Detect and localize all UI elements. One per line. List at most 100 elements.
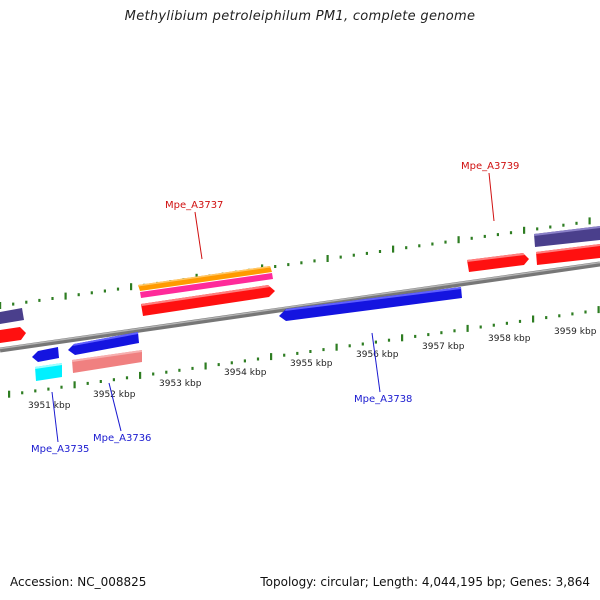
scale-tick	[191, 366, 194, 370]
scale-tick	[545, 316, 548, 320]
scale-tick	[496, 233, 499, 237]
gene-feature-blue-Mpe_A3738[interactable]	[279, 287, 462, 321]
scale-tick	[431, 242, 434, 246]
scale-tick	[374, 340, 377, 344]
scale-tick	[296, 351, 299, 355]
gene-label-Mpe_A3739[interactable]: Mpe_A3739	[461, 161, 519, 172]
scale-tick	[34, 389, 37, 393]
scale-tick	[165, 370, 168, 374]
scale-tick	[479, 325, 482, 329]
scale-tick	[558, 314, 561, 318]
scale-tick	[112, 378, 115, 382]
gene-feature-blue-Mpe_A3735[interactable]	[32, 347, 59, 362]
tick-label: 3952 kbp	[93, 390, 136, 400]
forward-features	[0, 226, 600, 343]
scale-tick	[483, 234, 486, 238]
scale-tick	[90, 291, 93, 295]
scale-tick	[401, 334, 404, 342]
gene-feature-red-right-top[interactable]	[536, 244, 600, 254]
gene-feature-red-left[interactable]	[0, 327, 26, 343]
scale-tick	[77, 293, 80, 297]
scale-tick	[51, 297, 54, 300]
scale-tick	[38, 298, 41, 302]
scale-tick	[139, 371, 142, 379]
scale-tick	[287, 263, 290, 267]
leader-line	[108, 382, 122, 432]
gene-feature-orange[interactable]	[138, 266, 272, 291]
scale-tick	[387, 338, 391, 342]
gene-feature-red-Mpe_A3737-top[interactable]	[141, 285, 270, 306]
leader-line	[51, 391, 59, 443]
scale-tick	[103, 289, 106, 293]
scale-tick	[99, 380, 102, 383]
leader-line	[371, 332, 381, 393]
scale-tick	[21, 391, 24, 395]
gene-feature-navy-left[interactable]	[0, 308, 24, 324]
gene-feature-red-right[interactable]	[536, 244, 600, 265]
tick-label: 3954 kbp	[224, 368, 267, 378]
reverse-features	[32, 287, 462, 381]
scale-tick	[274, 265, 277, 268]
gene-feature-navy-right[interactable]	[534, 226, 600, 247]
scale-tick	[361, 342, 364, 346]
gene-labels: Mpe_A3737 Mpe_A3739 Mpe_A3738 Mpe_A3736 …	[31, 161, 519, 455]
scale-tick	[335, 343, 338, 351]
gene-feature-orange-top[interactable]	[138, 266, 270, 287]
gene-leaders	[51, 172, 495, 443]
scale-tick	[60, 385, 63, 389]
gene-feature-red-Mpe_A3737[interactable]	[141, 285, 275, 316]
gene-feature-magenta[interactable]	[140, 273, 273, 298]
scale-tick	[378, 250, 382, 253]
scale-tick	[549, 225, 552, 229]
leader-line	[488, 172, 495, 222]
scale-tick	[300, 261, 303, 265]
scale-tick	[8, 390, 11, 398]
accession-text: Accession: NC_008825	[10, 575, 147, 589]
scale-tick	[217, 363, 220, 367]
scale-tick	[509, 231, 513, 235]
gene-label-Mpe_A3738[interactable]: Mpe_A3738	[354, 394, 412, 405]
scale-tick	[365, 251, 368, 255]
gene-feature-red-Mpe_A3739-top[interactable]	[467, 253, 525, 262]
gene-feature-red-Mpe_A3739[interactable]	[467, 253, 529, 272]
scale-tick	[326, 255, 329, 262]
scale-tick	[470, 236, 473, 240]
scale-tick	[348, 344, 351, 348]
scale-tick	[178, 368, 181, 372]
gene-feature-blue-Mpe_A3736[interactable]	[68, 332, 139, 355]
tick-labels: 3951 kbp 3952 kbp 3953 kbp 3954 kbp 3955…	[28, 327, 597, 411]
scale-tick	[392, 245, 395, 253]
gene-label-Mpe_A3735[interactable]: Mpe_A3735	[31, 444, 89, 455]
scale-tick	[152, 372, 155, 376]
scale-tick	[575, 221, 578, 225]
scale-tick	[405, 246, 408, 250]
gene-feature-blue-Mpe_A3738-top[interactable]	[285, 287, 461, 311]
scale-tick	[466, 324, 469, 332]
scale-tick	[313, 259, 316, 263]
gene-feature-salmon-top[interactable]	[72, 350, 142, 362]
gene-feature-cyan-top[interactable]	[35, 363, 62, 369]
scale-tick	[444, 240, 447, 244]
genome-backbone-highlight	[0, 261, 600, 350]
scale-tick	[536, 227, 539, 231]
tick-label: 3953 kbp	[159, 379, 202, 389]
scale-tick	[73, 381, 76, 389]
genome-backbone	[0, 261, 600, 353]
gene-feature-navy-right-top[interactable]	[534, 226, 600, 236]
scale-tick	[339, 255, 342, 259]
map-title: Methylibium petroleiphilum PM1, complete…	[124, 9, 476, 24]
scale-tick	[518, 319, 522, 323]
scale-tick	[352, 253, 355, 257]
scale-tick	[86, 381, 89, 385]
scale-tick	[492, 323, 495, 327]
scale-tick	[532, 315, 535, 323]
leader-line	[194, 211, 203, 260]
gene-label-Mpe_A3736[interactable]: Mpe_A3736	[93, 433, 151, 444]
gene-label-Mpe_A3737[interactable]: Mpe_A3737	[165, 200, 223, 211]
scale-tick	[584, 310, 587, 314]
gene-feature-blue-Mpe_A3736-top[interactable]	[73, 332, 138, 346]
scale-tick	[505, 321, 508, 325]
gene-feature-salmon[interactable]	[72, 350, 142, 373]
tick-label: 3955 kbp	[290, 359, 333, 369]
